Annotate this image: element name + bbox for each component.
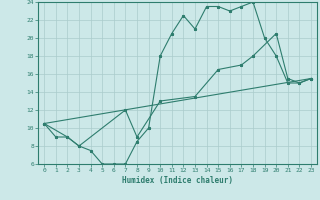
X-axis label: Humidex (Indice chaleur): Humidex (Indice chaleur) — [122, 176, 233, 185]
